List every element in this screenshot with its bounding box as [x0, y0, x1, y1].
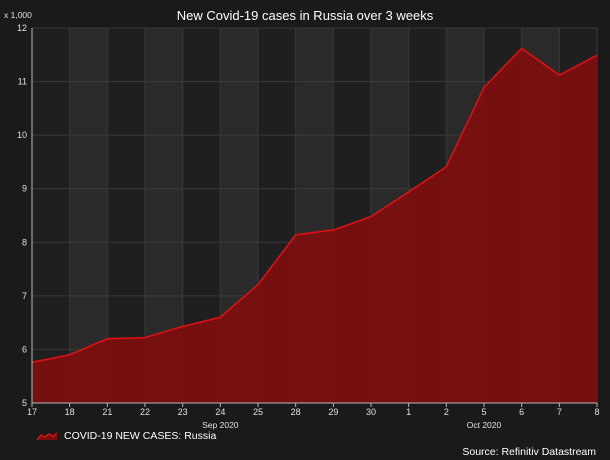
y-tick-label: 6: [22, 344, 27, 354]
y-tick-label: 5: [22, 398, 27, 408]
x-tick-label: 5: [481, 407, 486, 417]
x-tick-label: 7: [557, 407, 562, 417]
plot-band: [32, 28, 70, 403]
x-tick-label: 18: [65, 407, 75, 417]
y-tick-label: 9: [22, 184, 27, 194]
y-tick-label: 10: [17, 130, 27, 140]
legend-label: COVID-19 NEW CASES: Russia: [64, 430, 217, 442]
plot-band: [69, 28, 108, 403]
month-label: Sep 2020: [202, 420, 239, 430]
legend-swatch: [36, 431, 58, 441]
month-label: Oct 2020: [467, 420, 502, 430]
source-note: Source: Refinitiv Datastream: [462, 446, 596, 458]
x-tick-label: 28: [291, 407, 301, 417]
y-tick-label: 8: [22, 237, 27, 247]
series-area: [32, 48, 597, 403]
x-tick-label: 8: [594, 407, 599, 417]
x-tick-label: 2: [444, 407, 449, 417]
series-line: [31, 47, 598, 364]
y-tick-label: 11: [18, 77, 27, 87]
x-tick-label: 6: [519, 407, 524, 417]
legend: COVID-19 NEW CASES: Russia: [36, 430, 216, 442]
x-tick-label: 29: [328, 407, 338, 417]
x-tick-label: 21: [102, 407, 112, 417]
x-tick-label: 22: [140, 407, 150, 417]
legend-swatch-icon: [36, 432, 58, 441]
x-tick-label: 17: [27, 407, 37, 417]
y-tick-label: 7: [22, 291, 27, 301]
x-tick-label: 23: [178, 407, 188, 417]
x-tick-label: 1: [406, 407, 411, 417]
x-tick-label: 24: [215, 407, 225, 417]
y-tick-label: 12: [17, 23, 27, 33]
x-tick-label: 30: [366, 407, 376, 417]
x-tick-label: 25: [253, 407, 263, 417]
y-unit-label: x 1,000: [4, 10, 32, 20]
chart-title: New Covid-19 cases in Russia over 3 week…: [177, 8, 434, 23]
